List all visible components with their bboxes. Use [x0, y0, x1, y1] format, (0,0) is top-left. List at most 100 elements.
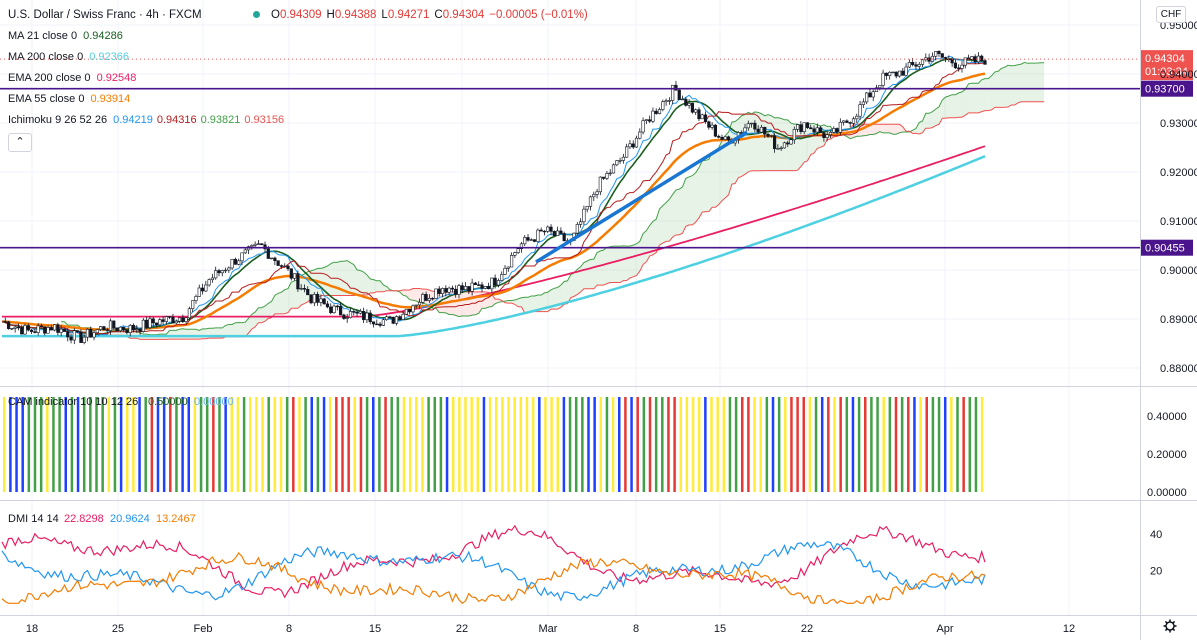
- currency-button[interactable]: CHF: [1156, 6, 1186, 23]
- candle-body: [700, 114, 704, 120]
- time-tick-label: 8: [286, 623, 292, 635]
- cam-bar: [919, 397, 922, 492]
- cam-bar: [513, 397, 516, 492]
- candle-body: [937, 51, 941, 54]
- cam-bar: [741, 397, 744, 492]
- cloud-segment: [251, 312, 256, 330]
- candle-body: [414, 304, 418, 307]
- cam-bar: [218, 397, 221, 492]
- chevron-up-icon: ⌃: [15, 136, 25, 148]
- candle-body: [49, 327, 53, 331]
- candle-body: [421, 294, 425, 303]
- candle-body: [329, 306, 333, 313]
- candle-body: [542, 230, 547, 233]
- legend-row[interactable]: Ichimoku 9 26 52 26 0.94219 0.94316 0.93821…: [8, 113, 288, 127]
- cloud-segment: [281, 289, 285, 314]
- cam-bar: [304, 397, 307, 492]
- cam-bar: [642, 397, 646, 492]
- candle-body: [13, 326, 17, 329]
- candle-body: [641, 120, 645, 133]
- cloud-segment: [551, 288, 555, 310]
- candle-body: [749, 122, 754, 125]
- cam-bar: [255, 397, 258, 492]
- candle-body: [302, 288, 307, 290]
- cam-bar: [396, 397, 400, 492]
- cloud-segment: [284, 288, 289, 314]
- cam-bar: [113, 397, 117, 492]
- candle-body: [920, 59, 925, 65]
- cam-bar: [212, 397, 215, 492]
- gear-icon-tooth: [1164, 628, 1168, 632]
- legend-value: 0.93914: [90, 93, 131, 105]
- cloud-segment: [593, 252, 598, 289]
- candle-body: [684, 98, 688, 106]
- candle-body: [141, 319, 145, 332]
- candle-body: [289, 268, 293, 279]
- candle-body: [677, 89, 681, 101]
- cam-bar: [107, 397, 111, 492]
- time-tick-label: 18: [26, 623, 38, 635]
- cam-bar: [888, 397, 892, 492]
- candle-body: [154, 322, 159, 326]
- cam-bar: [704, 397, 707, 492]
- ohlc-key: H: [326, 9, 335, 21]
- cam-bar: [230, 397, 234, 492]
- dmi-value: 13.2467: [156, 513, 196, 525]
- cam-bar: [33, 397, 37, 492]
- candle-body: [549, 226, 553, 232]
- cloud-segment: [883, 124, 887, 133]
- cloud-segment: [1004, 65, 1009, 108]
- symbol-title[interactable]: U.S. Dollar / Swiss Franc · 4h · FXCM: [8, 9, 202, 21]
- cloud-segment: [597, 251, 601, 286]
- level-label: 0.93700: [1145, 84, 1185, 96]
- cloud-segment: [666, 199, 670, 242]
- cloud-segment: [738, 115, 742, 178]
- candle-body: [434, 288, 438, 299]
- cloud-segment: [675, 189, 680, 235]
- cloud-segment: [179, 328, 183, 340]
- legend-row[interactable]: EMA 55 close 0 0.93914: [8, 92, 134, 106]
- cam-bar: [753, 397, 756, 492]
- candle-body: [260, 243, 264, 246]
- legend-row[interactable]: MA 200 close 0 0.92366: [8, 50, 133, 64]
- cam-bar: [82, 397, 86, 492]
- cam-bar: [931, 397, 935, 492]
- candle-body: [312, 293, 316, 304]
- candle-body: [115, 327, 119, 332]
- cam-bar: [58, 397, 61, 492]
- cam-bar: [943, 397, 947, 492]
- candle-body: [447, 287, 451, 293]
- candle-body: [480, 284, 484, 289]
- cloud-segment: [758, 112, 762, 171]
- candle-body: [59, 328, 63, 333]
- cloud-segment: [771, 115, 775, 171]
- legend-row[interactable]: EMA 200 close 0 0.92548: [8, 71, 140, 85]
- price-tick-label: 0.95000: [1160, 20, 1197, 32]
- legend-row[interactable]: MA 21 close 0 0.94286: [8, 29, 127, 43]
- cloud-segment: [978, 79, 982, 113]
- cloud-segment: [774, 117, 778, 171]
- cam-bar: [15, 397, 18, 492]
- cloud-segment: [541, 292, 545, 312]
- cam-bar: [937, 397, 941, 492]
- candle-body: [463, 286, 468, 290]
- candle-body: [539, 229, 543, 232]
- collapse-legend-button[interactable]: ⌃: [8, 133, 32, 152]
- cam-bar: [790, 397, 793, 492]
- candle-body: [894, 71, 898, 77]
- candle-body: [927, 57, 931, 62]
- cloud-segment: [403, 290, 407, 297]
- cloud-segment: [465, 291, 469, 317]
- legend-value: 0.94286: [83, 30, 123, 42]
- cloud-segment: [925, 113, 930, 129]
- gear-icon[interactable]: [1163, 619, 1177, 633]
- candle-body: [76, 330, 80, 333]
- cloud-segment: [248, 314, 252, 333]
- candle-body: [470, 282, 474, 292]
- candle-body: [723, 136, 727, 140]
- candle-body: [82, 336, 86, 343]
- candle-body: [661, 101, 665, 110]
- cloud-segment: [416, 288, 420, 303]
- cloud-segment: [241, 322, 246, 337]
